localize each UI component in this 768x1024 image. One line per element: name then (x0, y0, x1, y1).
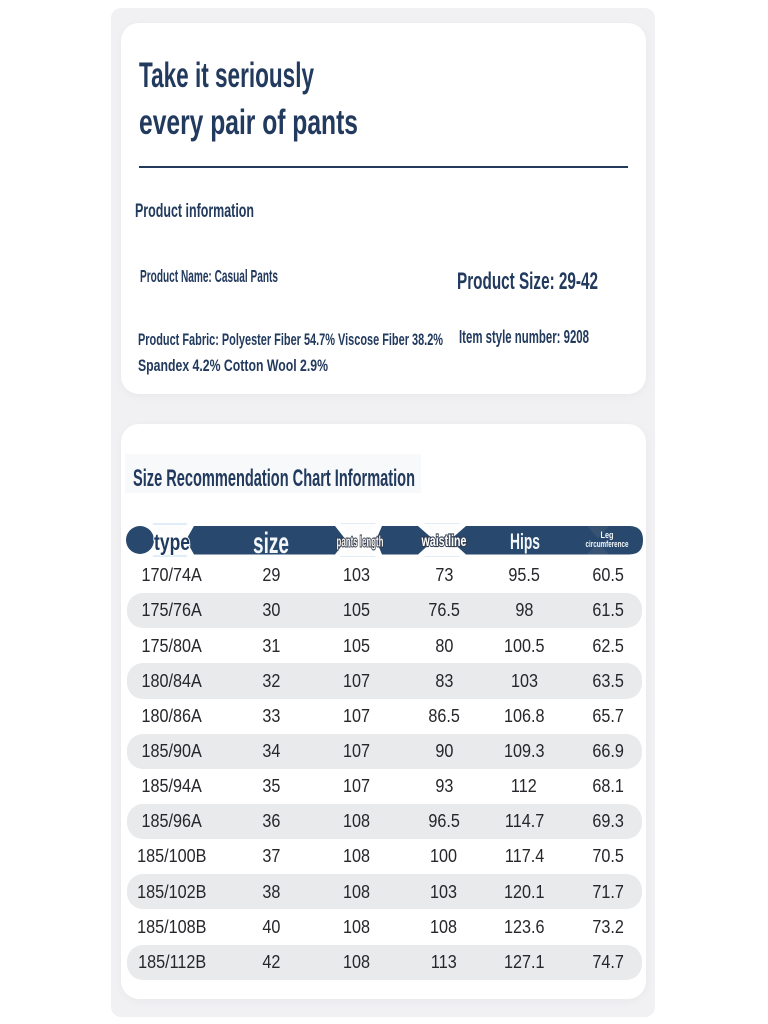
svg-text:circumference: circumference (586, 539, 629, 549)
svg-text:type: type (154, 531, 190, 556)
svg-text:size: size (253, 527, 289, 560)
svg-text:Leg: Leg (601, 530, 614, 540)
svg-text:pants length: pants length (337, 534, 384, 550)
svg-text:Hips: Hips (510, 529, 540, 554)
svg-text:waistline: waistline (421, 532, 467, 550)
